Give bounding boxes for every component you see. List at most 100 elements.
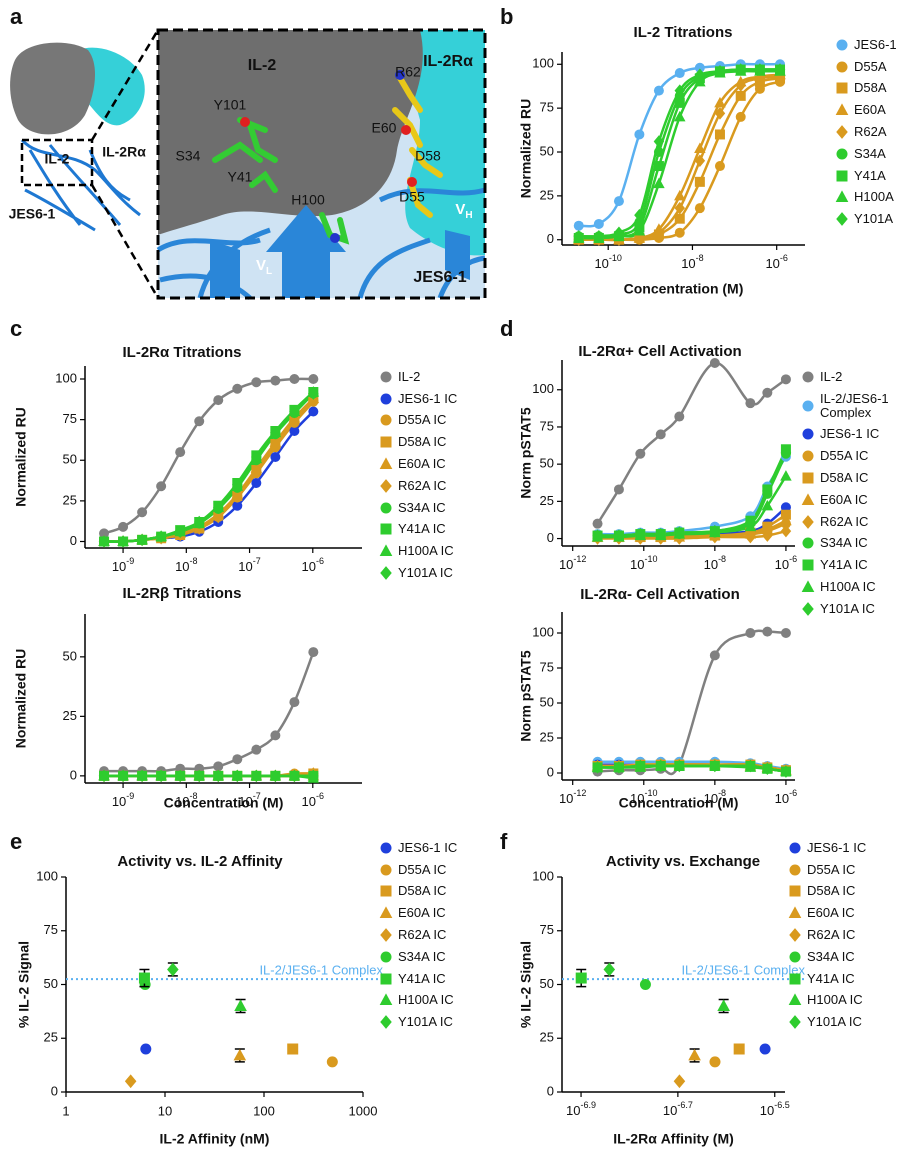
legend-swatch (380, 478, 392, 493)
marker (634, 208, 645, 222)
legend-label: D55A IC (807, 861, 856, 877)
marker (137, 507, 148, 518)
chart-title: IL-2 Titrations (634, 24, 733, 41)
marker (593, 229, 605, 243)
fit-curve (104, 397, 315, 543)
marker (759, 1043, 771, 1055)
marker (118, 521, 129, 532)
receptor-surface (78, 47, 145, 126)
marker (674, 411, 685, 422)
marker (251, 769, 262, 783)
marker (714, 107, 726, 120)
legend-label: H100A IC (820, 578, 876, 594)
marker (674, 759, 685, 773)
marker (836, 170, 848, 182)
atom (240, 117, 250, 127)
marker (380, 478, 392, 493)
legend-item: S34A IC (801, 532, 905, 554)
legend-swatch (802, 371, 814, 383)
legend-label: R62A IC (820, 513, 869, 529)
y-tick-label: 25 (63, 492, 77, 507)
atom (395, 70, 405, 80)
marker (136, 769, 148, 783)
marker (802, 428, 814, 440)
structure-label: IL-2Rα (102, 144, 146, 160)
legend-item: Y41A IC (379, 518, 457, 540)
marker (232, 478, 243, 491)
residue-label: D58 (415, 148, 441, 164)
legend-swatch (789, 951, 801, 963)
marker (789, 1015, 801, 1030)
marker (251, 744, 262, 755)
y-tick-label: 25 (44, 1030, 58, 1045)
legend-label: Y41A IC (398, 521, 446, 537)
panel-letter: c (10, 316, 22, 341)
legend-swatch (789, 842, 801, 854)
legend-swatch (788, 993, 802, 1006)
legend-swatch (380, 393, 392, 405)
marker (380, 436, 392, 448)
legend-swatch (380, 414, 392, 426)
marker (635, 448, 646, 459)
zoom-line (90, 184, 160, 299)
atom (407, 177, 417, 187)
marker (613, 226, 625, 239)
marker (379, 993, 393, 1006)
marker (379, 906, 393, 919)
marker (308, 374, 319, 384)
legend-item: R62A IC (379, 924, 457, 946)
marker (714, 96, 726, 108)
legend-swatch (380, 864, 392, 876)
marker (694, 62, 705, 73)
y-tick-label: 100 (532, 624, 554, 639)
legend-item: S34A (835, 143, 897, 165)
legend-label: Y41A IC (820, 557, 868, 573)
legend-item: IL-2 (379, 366, 457, 388)
marker (270, 730, 281, 741)
residue-label: H100 (291, 192, 325, 208)
y-axis-label: Normalized RU (13, 649, 29, 749)
structure-label: IL-2Rα (423, 53, 473, 70)
marker (674, 213, 685, 224)
marker (573, 229, 585, 243)
legend: IL-2 JES6-1 IC D55A IC D58A IC E60A IC R62A I… (379, 366, 457, 584)
chart-title: Activity vs. Exchange (606, 853, 760, 870)
structure-label: IL-2 (45, 151, 70, 167)
marker (639, 979, 651, 990)
marker (270, 452, 281, 462)
y-tick-label: 25 (540, 729, 554, 744)
x-tick-label: 10-12 (559, 788, 586, 806)
marker (694, 68, 706, 82)
legend-swatch (802, 559, 814, 571)
marker (289, 374, 300, 384)
marker (232, 383, 243, 394)
marker (117, 535, 129, 548)
legend-swatch (789, 1015, 801, 1030)
marker (613, 529, 625, 542)
legend-swatch (379, 906, 393, 919)
legend-label: E60A IC (820, 491, 868, 507)
legend-label: JES6-1 IC (398, 839, 458, 855)
x-tick-label: 10-8 (704, 788, 726, 806)
y-tick-label: 100 (532, 868, 554, 883)
fit-curve (104, 651, 315, 773)
marker (270, 375, 281, 386)
marker (735, 79, 746, 92)
il2-surface (158, 30, 423, 235)
legend-swatch (789, 973, 801, 985)
x-tick-label: 10-6.5 (760, 1100, 790, 1118)
legend: JES6-1 D55A D58A E60A R62A S34A Y41A H100A Y101A (835, 34, 897, 230)
legend-swatch (836, 212, 848, 227)
legend-swatch (836, 170, 848, 182)
marker (289, 426, 300, 436)
legend-label: S34A IC (398, 948, 446, 964)
marker (688, 1048, 701, 1061)
legend-item: JES6-1 IC (788, 837, 866, 859)
y-tick-label: 25 (63, 708, 77, 723)
legend-item: D55A (835, 56, 897, 78)
marker (232, 754, 243, 765)
marker (575, 972, 587, 984)
marker (232, 769, 243, 783)
marker (801, 493, 815, 505)
marker (270, 769, 281, 783)
